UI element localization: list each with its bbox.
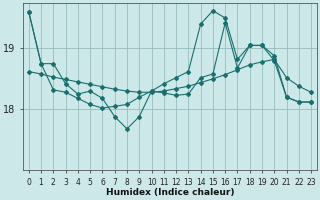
X-axis label: Humidex (Indice chaleur): Humidex (Indice chaleur) [106,188,234,197]
